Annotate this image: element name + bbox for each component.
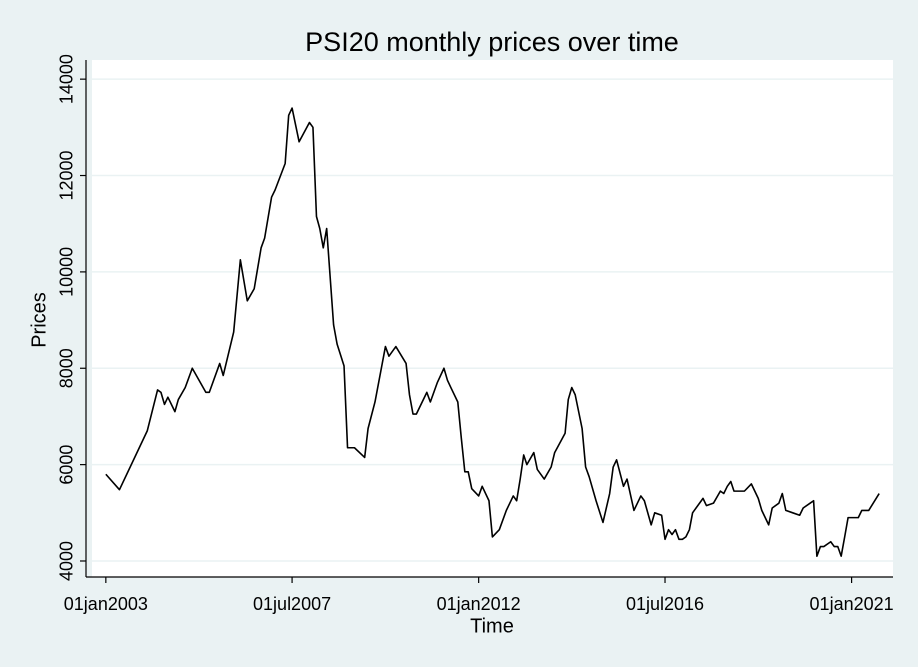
x-tick-label: 01jan2012 — [437, 594, 521, 614]
y-tick-label: 10000 — [57, 247, 77, 297]
x-tick-label: 01jan2003 — [64, 594, 148, 614]
x-tick-label: 01jul2016 — [626, 594, 704, 614]
plot-area — [92, 60, 893, 577]
x-tick-label: 01jul2007 — [253, 594, 331, 614]
y-tick-label: 6000 — [57, 445, 77, 485]
y-tick-label: 4000 — [57, 541, 77, 581]
x-tick-label: 01jan2021 — [810, 594, 894, 614]
x-axis-label: Time — [470, 615, 514, 637]
y-tick-label: 14000 — [57, 54, 77, 104]
y-tick-label: 12000 — [57, 150, 77, 200]
y-axis-label: Prices — [28, 292, 50, 348]
chart-title: PSI20 monthly prices over time — [305, 27, 679, 57]
y-tick-label: 8000 — [57, 348, 77, 388]
price-line — [105, 107, 880, 557]
